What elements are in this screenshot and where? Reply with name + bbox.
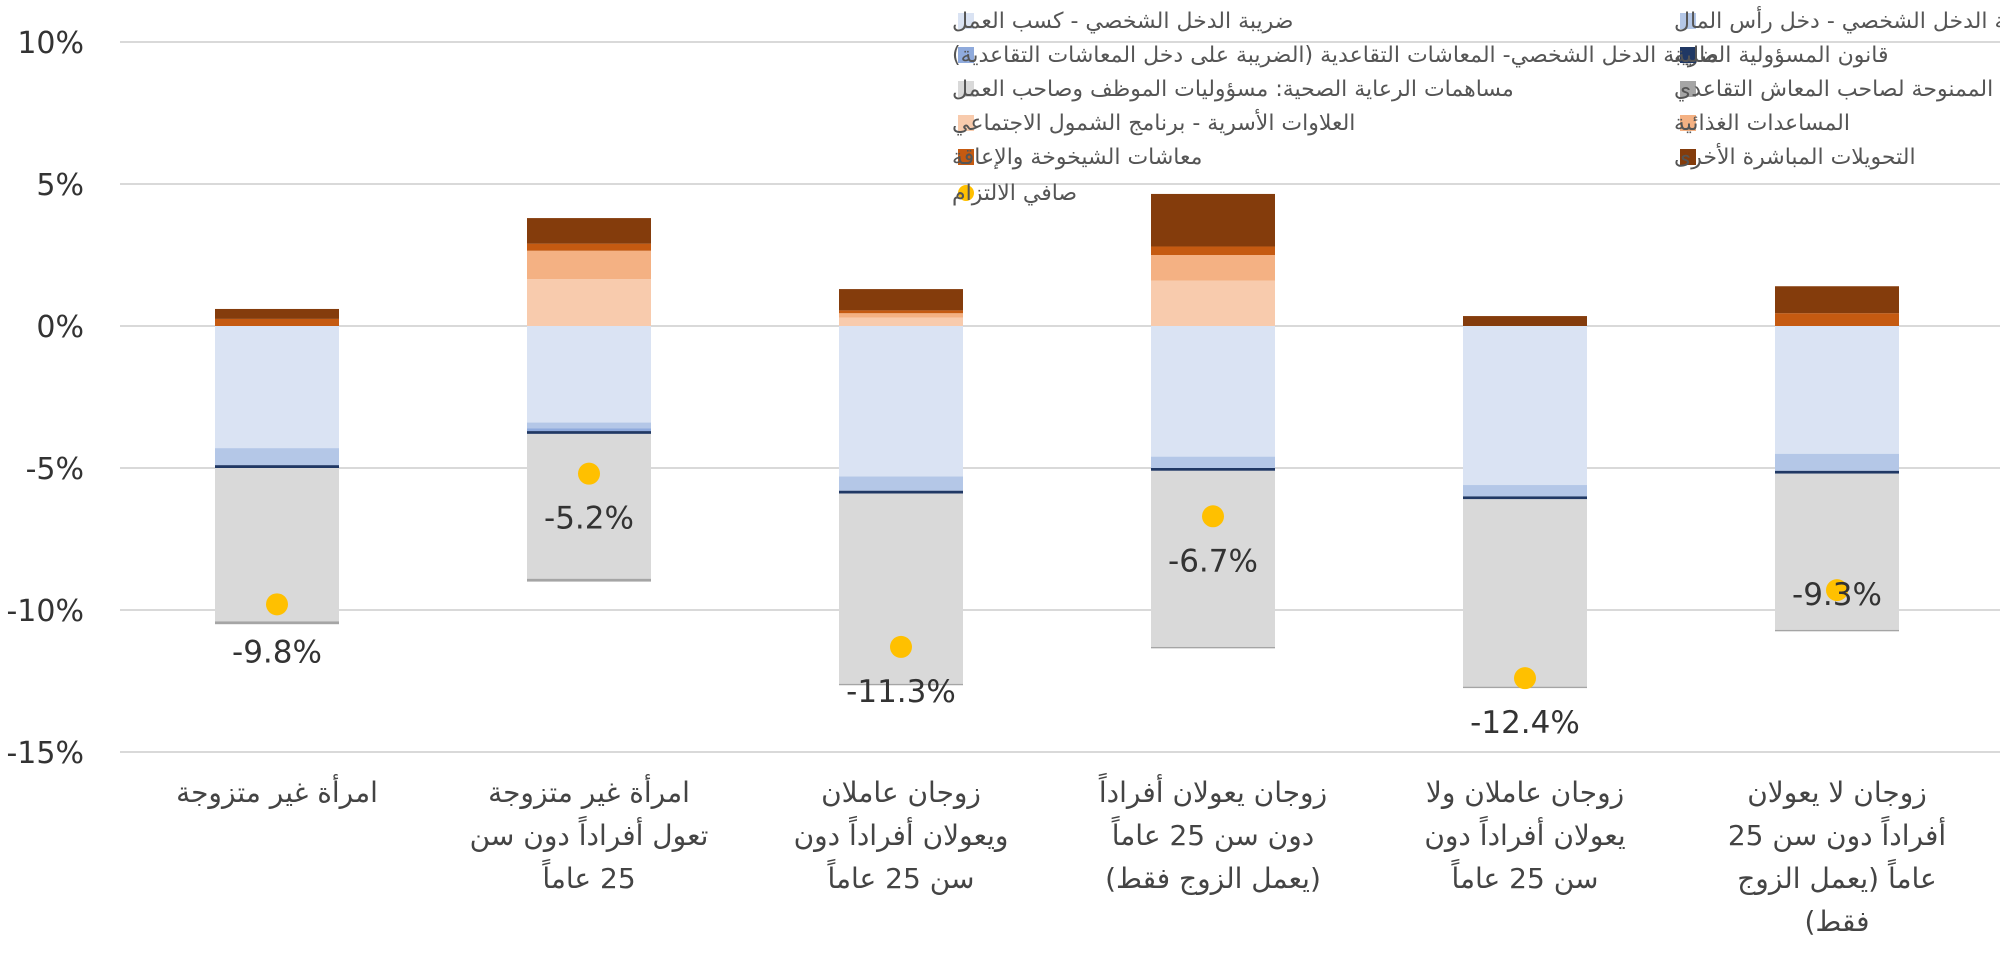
bars: [215, 193, 1899, 689]
bar-segment: [1775, 326, 1899, 454]
x-axis: امرأة غير متزوجة امرأة غير متزوجة تعول أفر…: [176, 772, 1946, 938]
bar-segment: [527, 243, 651, 251]
net-marker: [1514, 667, 1536, 690]
bar-segment: [839, 289, 963, 311]
net-data-label: -5.2%: [544, 501, 634, 537]
bar-segment: [839, 490, 963, 494]
legend-marker: [1680, 115, 1696, 131]
bar-segment: [1151, 280, 1275, 326]
bar-segment: [839, 313, 963, 318]
bar-segment: [839, 310, 963, 314]
legend-label: مساهمات الرعاية الصحية: مسؤوليات الموظف …: [952, 77, 1514, 102]
bar-segment: [1463, 485, 1587, 497]
legend-marker: [958, 13, 974, 29]
y-tick-label: 10%: [17, 26, 84, 61]
bar-segment: [839, 476, 963, 491]
net-marker: [266, 593, 288, 616]
bar-segment: [527, 578, 651, 582]
bar-segment: [1151, 326, 1275, 457]
bar-segment: [1151, 193, 1275, 247]
bar-segment: [1775, 473, 1899, 630]
bar-segment: [1775, 629, 1899, 632]
legend-label: معاشات الشيخوخة والإعاقة: [952, 145, 1202, 170]
legend-label: ضريبة الدخل الشخصي - كسب العمل: [952, 9, 1293, 34]
bar-segment: [215, 621, 339, 625]
bar-segment: [527, 279, 651, 326]
legend-marker: [1680, 149, 1696, 165]
legend-label: التحويلات المباشرة الأخرى: [1674, 143, 1916, 170]
legend-label: ضريبة الدخل الشخصي - دخل رأس المال: [1674, 6, 2000, 34]
x-tick-label: زوجان لا يعولان أفراداً دون سن 25 عاماً (ي…: [1728, 776, 1946, 938]
y-tick-label: -15%: [6, 736, 84, 771]
legend-marker: [958, 81, 974, 97]
legend: ضريبة الدخل الشخصي - كسب العمل ضريبة الدخ…: [952, 6, 2000, 206]
net-data-label: -9.3%: [1792, 577, 1882, 613]
bar-segment: [1775, 453, 1899, 471]
bar-segment: [1151, 470, 1275, 647]
legend-marker: [1680, 81, 1696, 97]
x-tick-label: امرأة غير متزوجة: [176, 773, 378, 809]
x-tick-label: امرأة غير متزوجة تعول أفراداً دون سن 25 عا…: [470, 773, 709, 895]
bar-segment: [1775, 313, 1899, 326]
net-data-label: -6.7%: [1168, 543, 1258, 579]
bar-segment: [1151, 255, 1275, 281]
bar-segment: [1463, 496, 1587, 500]
gridlines: [120, 41, 2000, 753]
bar-segment: [1775, 286, 1899, 314]
bar-segment: [215, 448, 339, 466]
bar-segment: [215, 308, 339, 319]
legend-label: المساعدات الغذائية: [1674, 111, 1850, 136]
x-tick-label: زوجان يعولان أفراداً دون سن 25 عاماً (يعمل…: [1099, 772, 1327, 896]
bar-segment: [1463, 326, 1587, 486]
bar-segment: [527, 431, 651, 434]
y-axis: 10% 5% 0% -5% -10% -15%: [6, 26, 84, 771]
y-tick-label: -5%: [26, 452, 84, 487]
bar-segment: [1463, 499, 1587, 687]
x-tick-label: زوجان عاملان ولا يعولان أفراداً دون سن 25 …: [1424, 776, 1625, 895]
y-tick-label: 0%: [36, 310, 84, 345]
legend-marker: [958, 47, 974, 63]
bar-segment: [215, 318, 339, 326]
bar-segment: [527, 218, 651, 244]
bar-segment: [1463, 316, 1587, 326]
net-marker: [578, 462, 600, 485]
net-markers: -9.8% -5.2% -11.3% -6.7% -12.4% -9.3%: [232, 462, 1882, 741]
bar-segment: [527, 428, 651, 432]
net-marker: [1826, 579, 1848, 602]
legend-marker: [958, 115, 974, 131]
x-tick-label: زوجان عاملان ويعولان أفراداً دون سن 25 عام…: [794, 776, 1009, 895]
net-data-label: -9.8%: [232, 634, 322, 670]
legend-marker: [1680, 47, 1696, 63]
bar-segment: [1775, 470, 1899, 474]
net-data-label: -11.3%: [846, 674, 956, 710]
legend-label: العلاوات الأسرية - برنامج الشمول الاجتما…: [952, 109, 1355, 136]
bar-segment: [1151, 646, 1275, 649]
bar-segment: [1151, 246, 1275, 255]
bar-segment: [527, 326, 651, 423]
bar-segment: [1151, 456, 1275, 468]
legend-label: قانون المسؤولية المالية: [1674, 43, 1889, 68]
net-marker: [890, 635, 912, 658]
bar-segment: [527, 422, 651, 429]
legend-marker: [1680, 13, 1696, 29]
bar-segment: [527, 250, 651, 280]
legend-label: مساهمات الرعاية الصحية الممنوحة لصاحب ال…: [1674, 77, 2000, 102]
bar-segment: [839, 683, 963, 686]
legend-label: ضريبة الدخل الشخصي- المعاشات التقاعدية (…: [952, 43, 1719, 68]
bar-segment: [839, 317, 963, 326]
bar-segment: [839, 326, 963, 477]
y-tick-label: -10%: [6, 594, 84, 629]
y-tick-label: 5%: [36, 168, 84, 203]
legend-marker: [958, 185, 974, 201]
bar-segment: [527, 433, 651, 579]
bar-segment: [215, 326, 339, 449]
bar-segment: [215, 465, 339, 468]
net-marker: [1202, 505, 1224, 528]
legend-label: صافي الالتزام: [952, 181, 1077, 206]
net-data-label: -12.4%: [1470, 705, 1580, 741]
bar-segment: [1151, 468, 1275, 471]
legend-marker: [958, 149, 974, 165]
